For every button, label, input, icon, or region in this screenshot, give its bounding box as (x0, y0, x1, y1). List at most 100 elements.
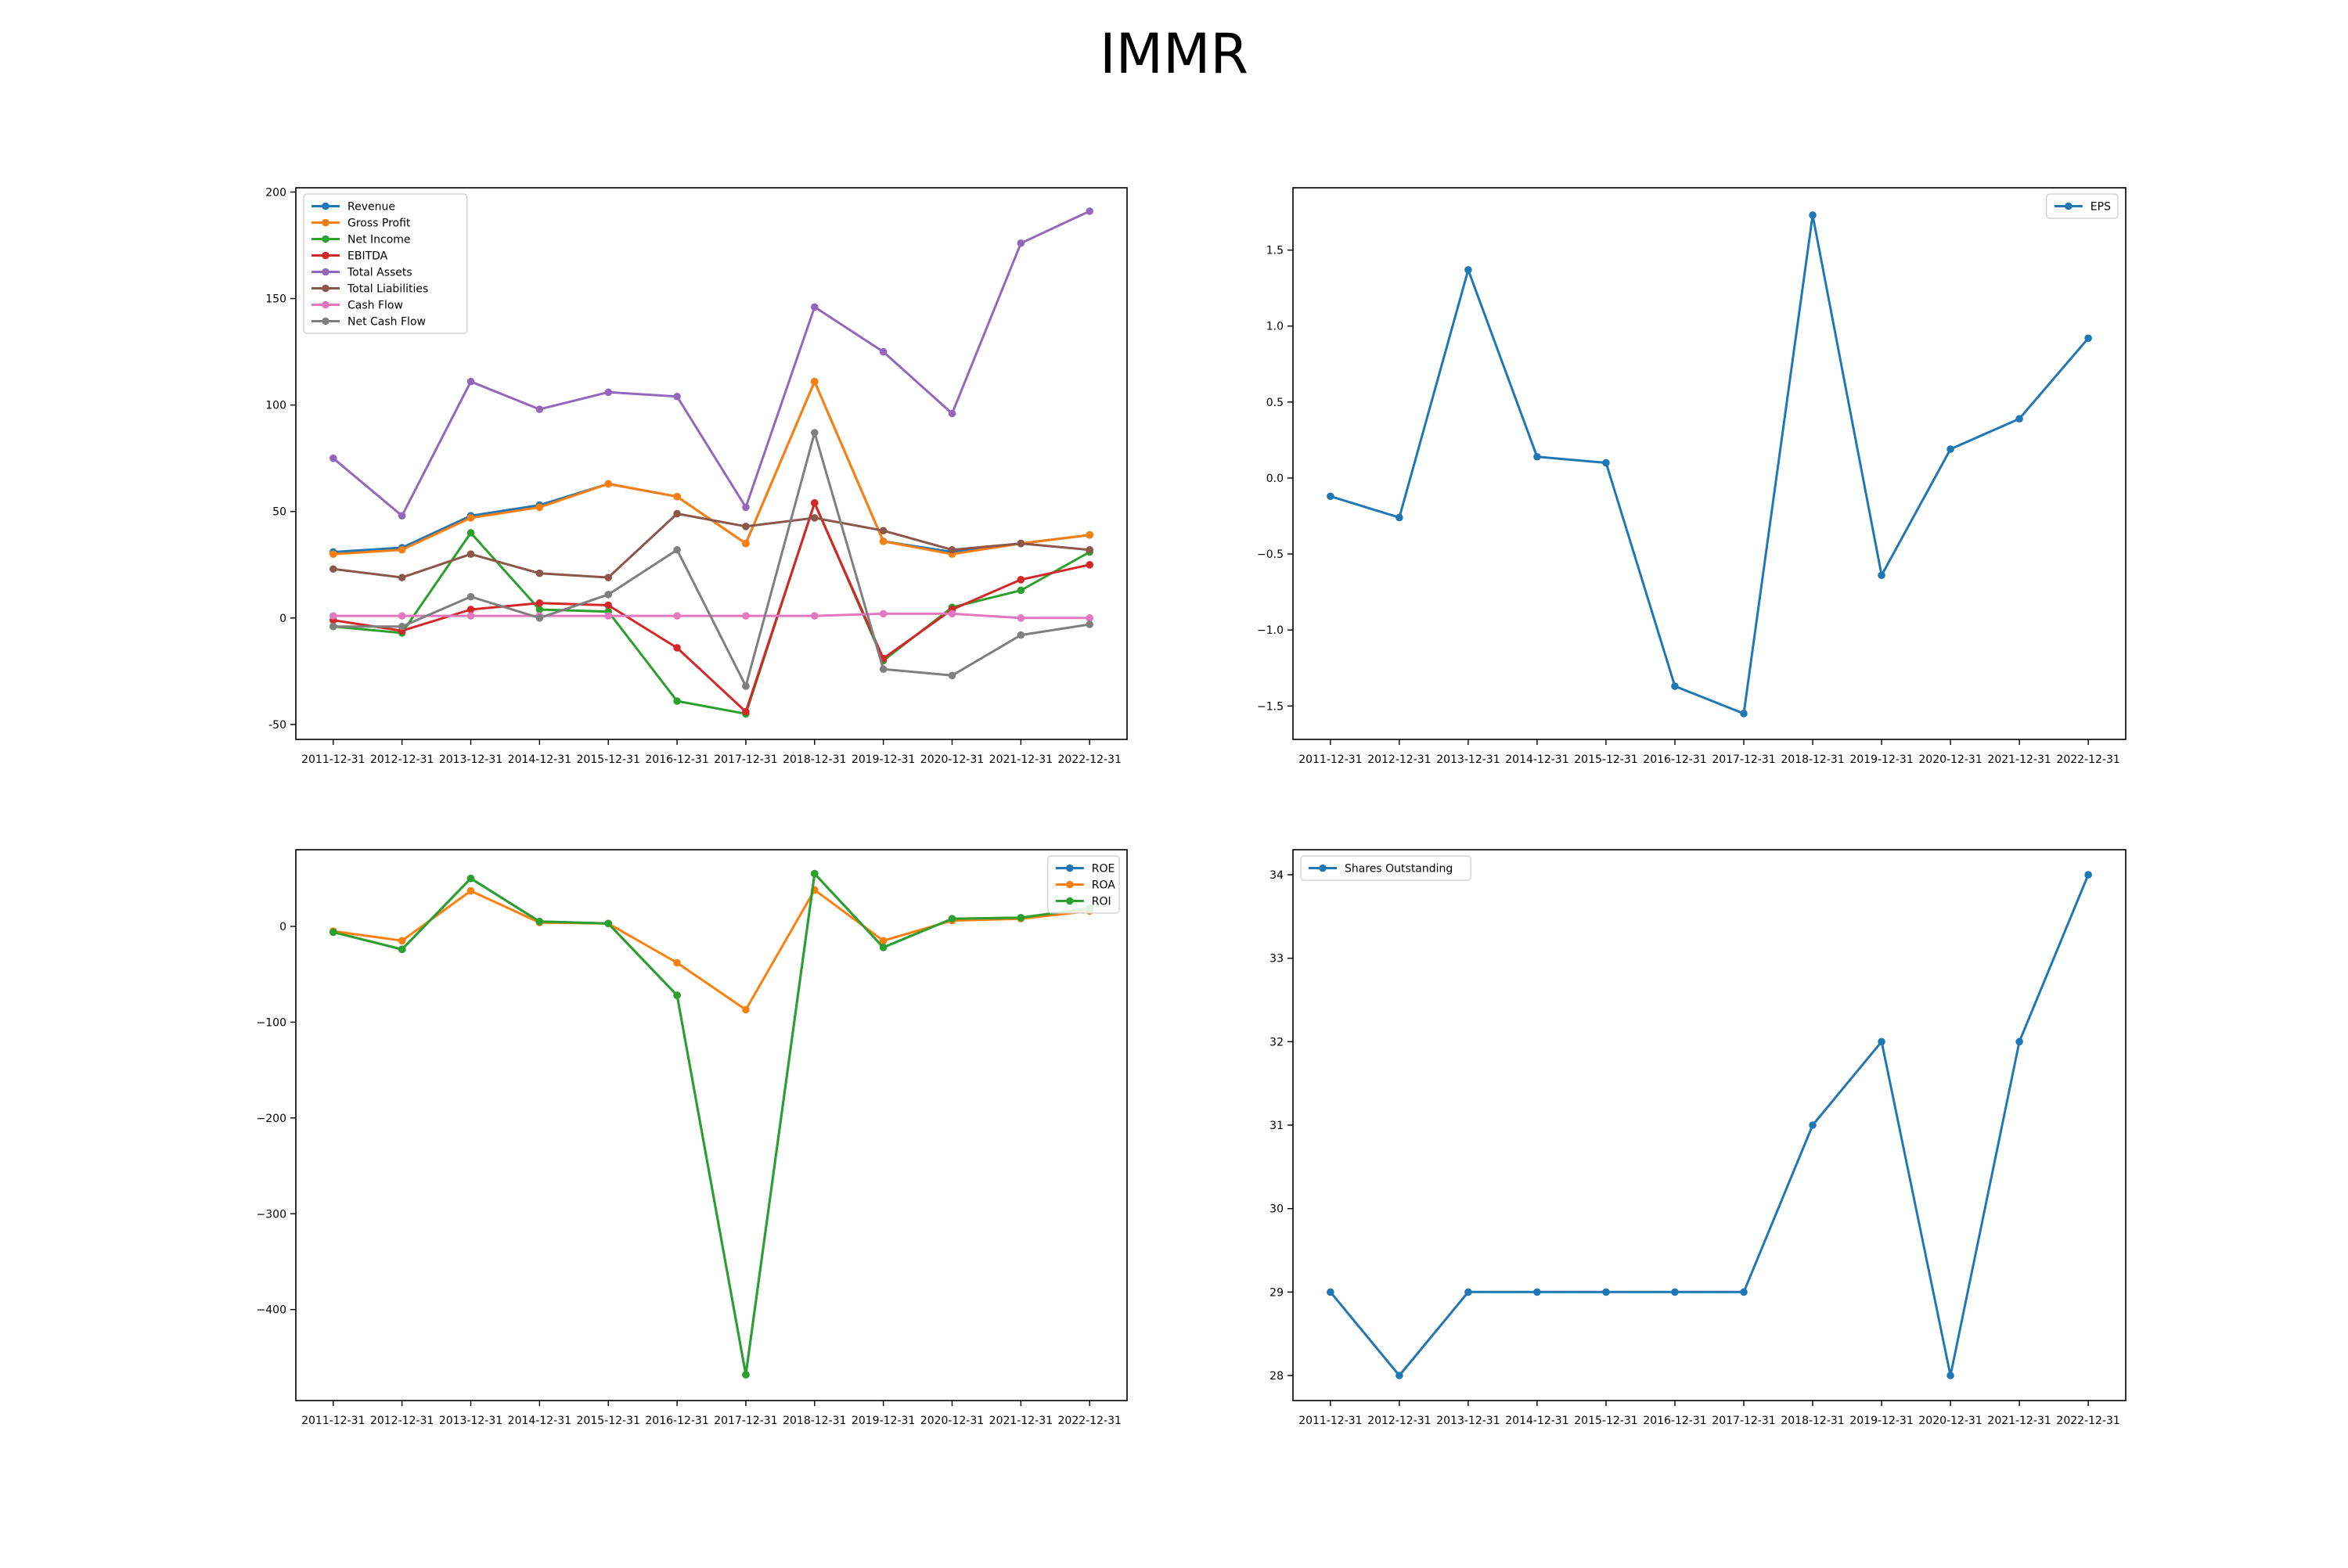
data-point (742, 682, 750, 690)
subplot-returns: 2011-12-31 2012-12-31 2013-12-31 2014-12-31… (257, 849, 1128, 1427)
subplot-eps: 2011-12-31 2012-12-31 2013-12-31 2014-12-31… (1257, 187, 2127, 766)
data-point (673, 958, 681, 967)
data-point (466, 612, 475, 620)
data-point (742, 1371, 750, 1379)
x-tick-label: 2011-12-31 (301, 753, 365, 766)
data-point (1017, 914, 1025, 922)
data-point (1017, 586, 1025, 595)
legend-marker (322, 284, 330, 293)
data-point (1395, 513, 1403, 522)
data-point (673, 492, 681, 501)
data-point (1395, 1372, 1403, 1379)
data-point (535, 569, 544, 577)
y-tick-label: 29 (1269, 1286, 1284, 1299)
x-tick-label: 2012-12-31 (1367, 753, 1431, 766)
x-tick-label: 2021-12-31 (1987, 753, 2051, 766)
legend-label: Shares Outstanding (1345, 863, 1453, 876)
data-point (329, 454, 337, 462)
data-point (398, 545, 406, 554)
data-point (673, 392, 681, 401)
data-point (466, 377, 475, 386)
data-point (535, 606, 544, 613)
y-tick-label: 150 (265, 293, 286, 306)
x-tick-label: 2018-12-31 (783, 1415, 846, 1427)
y-tick-label: −200 (257, 1113, 286, 1125)
data-point (1533, 1288, 1541, 1296)
data-point (879, 610, 888, 618)
legend-label: ROI (1092, 896, 1111, 908)
data-point (879, 937, 888, 945)
x-tick-label: 2021-12-31 (1987, 1415, 2051, 1427)
data-point (948, 409, 956, 418)
legend-label: Total Liabilities (347, 283, 428, 296)
data-point (879, 347, 888, 356)
data-point (948, 610, 956, 618)
data-point (466, 550, 475, 558)
data-point (1602, 459, 1610, 467)
x-tick-label: 2020-12-31 (920, 753, 984, 766)
series-line (333, 512, 1090, 579)
data-point (1878, 1038, 1885, 1046)
y-tick-label: 200 (265, 186, 286, 199)
data-point (879, 538, 888, 545)
series-line (332, 210, 1090, 517)
data-point (673, 545, 681, 554)
legend: ROE ROA ROI (1047, 855, 1120, 914)
data-point (398, 937, 406, 945)
x-tick-label: 2013-12-31 (1436, 753, 1500, 766)
x-tick-label: 2012-12-31 (1367, 1415, 1431, 1427)
x-tick-label: 2019-12-31 (852, 753, 915, 766)
x-tick-label: 2018-12-31 (1781, 1415, 1844, 1427)
x-tick-label: 2022-12-31 (2056, 753, 2119, 766)
data-point (673, 509, 681, 518)
data-point (535, 405, 544, 413)
data-point (1809, 1121, 1817, 1129)
data-point (604, 574, 613, 581)
data-point (466, 886, 475, 895)
data-point (1017, 631, 1025, 639)
data-point (2015, 1038, 2023, 1046)
data-point (398, 612, 406, 620)
data-point (604, 601, 613, 610)
data-point (1327, 1288, 1334, 1296)
legend: EPS (2046, 193, 2119, 219)
data-point (398, 622, 406, 631)
x-tick-label: 2017-12-31 (1712, 1415, 1775, 1427)
x-tick-label: 2021-12-31 (989, 753, 1053, 766)
x-tick-label: 2014-12-31 (508, 753, 571, 766)
x-tick-label: 2012-12-31 (370, 1415, 434, 1427)
legend-marker (1066, 880, 1074, 889)
x-tick-label: 2022-12-31 (1058, 1415, 1122, 1427)
data-point (329, 928, 337, 937)
data-point (1464, 266, 1472, 274)
data-point (604, 591, 613, 599)
data-point (604, 480, 613, 488)
data-point (466, 529, 475, 537)
data-point (604, 388, 613, 397)
y-tick-label: 0.5 (1266, 397, 1284, 409)
series-line (333, 502, 1090, 714)
legend-label: ROE (1092, 863, 1115, 876)
legend-label: Net Cash Flow (348, 316, 426, 329)
figure-title: IMMR (1099, 22, 1249, 86)
x-tick-label: 2015-12-31 (1574, 1415, 1637, 1427)
data-point (810, 612, 819, 620)
series-line (1330, 214, 2090, 715)
y-tick-label: 0 (279, 921, 286, 933)
legend-label: Total Assets (347, 267, 412, 279)
data-point (1327, 492, 1334, 501)
y-tick-label: 0.0 (1266, 473, 1284, 485)
series-line (333, 872, 1090, 1376)
data-point (1017, 614, 1025, 622)
legend-marker (322, 268, 330, 276)
data-point (1086, 614, 1094, 622)
data-point (329, 565, 337, 574)
data-point (2084, 334, 2092, 343)
y-tick-label: 100 (265, 400, 286, 412)
x-tick-label: 2019-12-31 (852, 1415, 915, 1427)
data-point (1809, 211, 1817, 219)
series-line (1329, 874, 2090, 1377)
axes-frame (1292, 187, 2127, 740)
data-point (1086, 207, 1094, 215)
